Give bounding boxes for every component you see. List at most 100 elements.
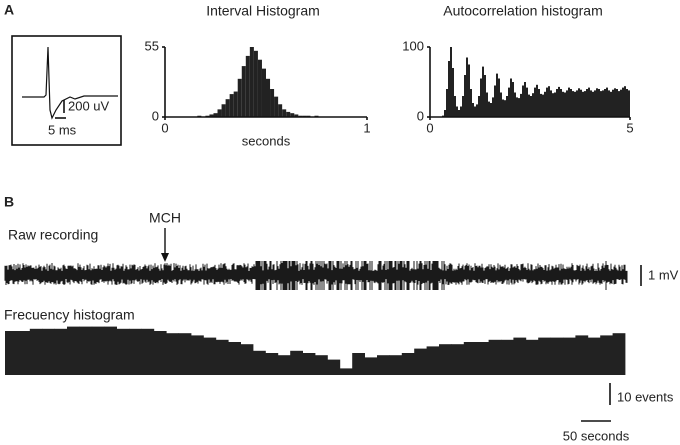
bar bbox=[570, 89, 572, 117]
bar bbox=[618, 91, 620, 117]
bar bbox=[245, 55, 250, 117]
bar bbox=[574, 91, 576, 117]
bar bbox=[492, 97, 494, 117]
bar bbox=[575, 335, 589, 375]
bar bbox=[290, 350, 303, 375]
bar bbox=[237, 78, 242, 117]
bar bbox=[626, 89, 628, 117]
bar bbox=[29, 328, 43, 375]
bar bbox=[213, 113, 218, 117]
bar bbox=[315, 355, 328, 375]
bar bbox=[352, 353, 365, 375]
bar bbox=[91, 326, 105, 375]
bar bbox=[554, 92, 556, 117]
bar bbox=[249, 47, 254, 117]
raw-trace bbox=[4, 261, 628, 290]
bar bbox=[302, 353, 316, 375]
bar bbox=[596, 88, 598, 117]
bar bbox=[178, 333, 192, 375]
bar bbox=[377, 355, 390, 375]
spike-waveform bbox=[22, 46, 118, 120]
bar bbox=[525, 339, 539, 375]
bar bbox=[594, 90, 596, 117]
annotation: MCH bbox=[149, 210, 181, 226]
bar bbox=[550, 90, 552, 117]
bar bbox=[550, 337, 564, 375]
bar bbox=[209, 114, 214, 117]
bar bbox=[225, 99, 230, 117]
y-tick-label: 100 bbox=[402, 38, 424, 53]
bar bbox=[586, 89, 588, 117]
bar bbox=[508, 87, 510, 117]
bar bbox=[153, 331, 167, 375]
bar bbox=[462, 96, 464, 117]
bar bbox=[546, 87, 548, 117]
bar bbox=[592, 91, 594, 117]
x-axis-label: seconds bbox=[242, 133, 291, 148]
bar bbox=[582, 91, 584, 117]
bar bbox=[339, 368, 353, 375]
bar bbox=[229, 94, 234, 117]
bar bbox=[482, 66, 484, 117]
bar bbox=[572, 91, 574, 117]
bar bbox=[494, 85, 496, 117]
bar bbox=[17, 331, 31, 375]
bar bbox=[514, 92, 516, 117]
bar bbox=[486, 92, 488, 117]
bar bbox=[502, 99, 504, 117]
bar bbox=[587, 337, 601, 375]
scale-label: 5 ms bbox=[48, 122, 77, 137]
bar bbox=[265, 353, 279, 375]
bar bbox=[560, 89, 562, 117]
bar bbox=[536, 84, 538, 117]
bar bbox=[389, 355, 403, 375]
x-tick-label: 5 bbox=[626, 120, 633, 135]
bar bbox=[622, 87, 624, 117]
scale-label: 1 mV bbox=[648, 267, 679, 282]
bar bbox=[498, 78, 500, 117]
bar bbox=[478, 96, 480, 117]
chart-title: Autocorrelation histogram bbox=[443, 3, 603, 19]
bar bbox=[364, 357, 378, 375]
bar bbox=[468, 64, 470, 117]
bar bbox=[464, 75, 466, 117]
bar bbox=[548, 86, 550, 117]
bar bbox=[233, 91, 238, 117]
bar bbox=[79, 326, 93, 375]
bar bbox=[488, 339, 502, 375]
bar bbox=[42, 328, 55, 375]
bar bbox=[327, 359, 341, 375]
bar bbox=[253, 50, 258, 118]
bar bbox=[614, 88, 616, 117]
bar bbox=[564, 92, 566, 117]
bar bbox=[191, 335, 204, 375]
panel-label: B bbox=[4, 194, 14, 210]
bar bbox=[562, 91, 564, 117]
bar bbox=[628, 90, 630, 117]
inset-box bbox=[11, 35, 122, 146]
bar bbox=[67, 326, 80, 375]
bar bbox=[520, 93, 522, 117]
bar bbox=[476, 342, 489, 375]
x-tick-label: 0 bbox=[161, 120, 168, 135]
bar bbox=[528, 94, 530, 117]
bar bbox=[470, 89, 472, 117]
bar bbox=[221, 104, 226, 117]
bar bbox=[558, 86, 560, 117]
bar bbox=[526, 87, 528, 117]
y-tick-label: 0 bbox=[152, 108, 159, 123]
bar bbox=[602, 90, 604, 117]
bar bbox=[426, 346, 440, 375]
bar bbox=[576, 90, 578, 117]
y-tick-label: 0 bbox=[417, 108, 424, 123]
bar bbox=[451, 344, 465, 375]
bar bbox=[253, 350, 266, 375]
bar bbox=[504, 100, 506, 117]
bar bbox=[257, 59, 262, 117]
bar bbox=[54, 328, 68, 375]
bar bbox=[488, 101, 490, 117]
bar bbox=[241, 66, 246, 117]
bar bbox=[463, 342, 477, 375]
bar bbox=[506, 96, 508, 117]
bar bbox=[444, 110, 446, 117]
